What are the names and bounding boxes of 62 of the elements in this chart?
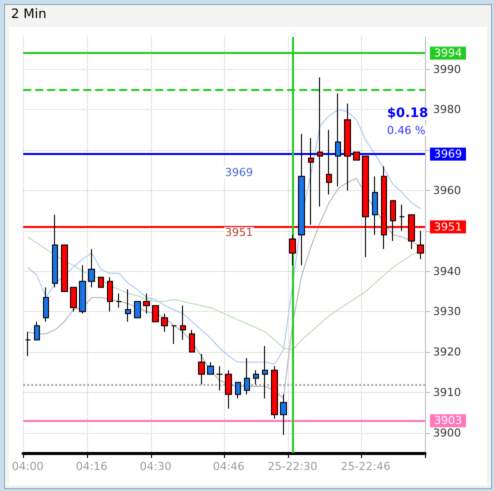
candlestick [399,204,405,232]
candlestick [61,244,68,292]
x-tick-label: 25-22:46 [340,460,390,473]
candlestick [88,248,95,288]
y-tick-label: 3980 [433,103,461,116]
candlestick [289,234,296,266]
ref-line-label: 3951 [434,220,462,234]
chart-title: 2 Min [11,7,46,22]
annotation: $0.18 [387,106,428,121]
candlestick [335,93,341,187]
candlestick [271,366,278,420]
candlestick [344,103,351,191]
candlestick [134,301,141,318]
ref-line-label: 3903 [434,414,462,428]
candlestick [298,133,305,266]
candlestick [52,214,58,288]
candlestick [125,288,131,322]
candlestick [98,276,104,288]
y-tick-label: 3910 [433,386,461,399]
candlestick [79,264,86,314]
candlestick [280,394,287,436]
candlestick [207,362,214,375]
candlestick [43,286,49,322]
candlestick [161,313,168,332]
candlestick [235,382,241,399]
candlestick [189,329,195,353]
candlestick [326,129,332,196]
candlestick [417,230,424,260]
candlestick [180,305,186,340]
ref-line-label: 3994 [434,46,462,60]
x-tick-label: 04:16 [76,460,108,473]
y-tick-label: 3960 [433,184,461,197]
candlestick [262,345,268,399]
x-tick-label: 04:30 [140,460,172,473]
candlestick [107,276,113,312]
candlestick [116,292,122,308]
candlestick [198,354,205,385]
candlestick [34,321,40,340]
x-tick-label: 25-22:30 [268,460,318,473]
candlestick [253,370,259,385]
y-tick-label: 3900 [433,426,461,440]
candlestick [244,358,250,395]
candlestick [216,366,223,391]
annotation: 3969 [225,166,253,179]
candlestick [25,331,31,357]
candlestick [143,292,150,314]
y-tick-label: 3920 [433,346,461,359]
candlestick [152,305,159,322]
x-tick-label: 04:00 [12,460,44,473]
candlestick [372,176,378,236]
candlestick [171,325,177,344]
candlestick [225,370,232,410]
candlestick [317,76,323,208]
candlestick [70,286,77,312]
x-tick-label: 04:46 [212,460,245,473]
ref-line-label: 3969 [434,148,462,161]
candlestick [353,152,360,161]
y-tick-label: 3940 [433,264,461,278]
annotation: 0.46 % [387,124,426,137]
y-tick-label: 3930 [433,305,461,318]
y-tick-label: 3990 [433,62,461,76]
annotation: 3951 [225,226,253,239]
